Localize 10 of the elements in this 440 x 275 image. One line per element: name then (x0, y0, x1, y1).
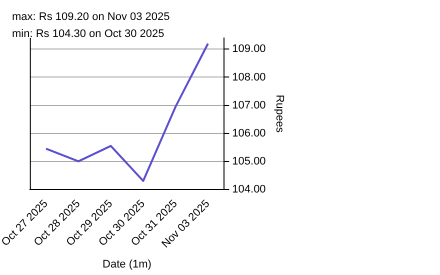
y-tick-label: 105.00 (232, 155, 266, 168)
y-tick-label: 104.00 (232, 183, 266, 196)
text: max: Rs 109.20 on Nov 03 2025 (12, 11, 170, 23)
annotation: min: Rs 104.30 on Oct 30 2025 (12, 28, 164, 40)
x-axis-title: Date (1m) (102, 258, 152, 270)
y-tick-label: 109.00 (232, 43, 266, 56)
y-axis-title: Rupees (273, 94, 286, 134)
y-tick-label: 107.00 (232, 99, 266, 112)
y-tick-label: 108.00 (232, 71, 266, 84)
y-tick-label: 106.00 (232, 127, 266, 140)
